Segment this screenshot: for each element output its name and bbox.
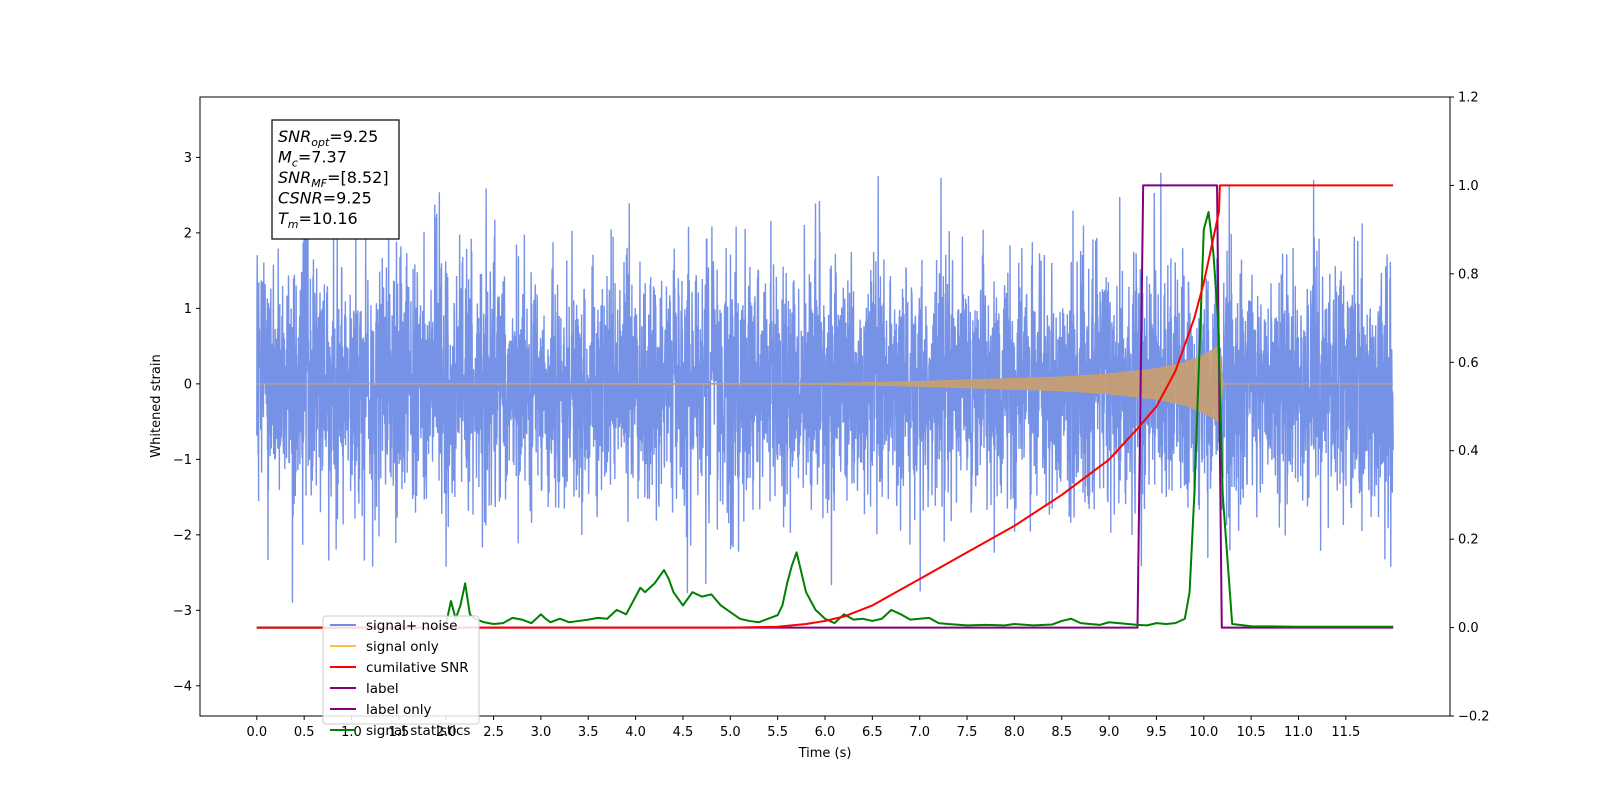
info-box-line: SNRMF=[8.52] bbox=[278, 168, 389, 190]
x-tick-label: 8.5 bbox=[1051, 725, 1072, 740]
series-signal-only bbox=[256, 345, 1394, 423]
x-tick-label: 9.0 bbox=[1099, 725, 1120, 740]
x-tick-label: 1.0 bbox=[341, 725, 362, 740]
x-tick-label: 11.0 bbox=[1284, 725, 1313, 740]
y-tick-label-left: 0 bbox=[184, 377, 192, 392]
info-box-line: Mc=7.37 bbox=[278, 148, 347, 170]
y-axis-left: 3 2 1 0 −1 −2 −3 −4 bbox=[173, 151, 200, 694]
y-tick-label-left: −4 bbox=[173, 679, 192, 694]
series-cumulative-snr bbox=[256, 184, 1394, 629]
x-tick-label: 10.0 bbox=[1189, 725, 1218, 740]
series-layer bbox=[256, 172, 1394, 629]
legend: signal+ noise signal only cumilative SNR la… bbox=[322, 615, 480, 739]
x-tick-label: 3.5 bbox=[578, 725, 599, 740]
legend-label: signal statistics bbox=[366, 723, 470, 739]
info-box: SNRopt=9.25Mc=7.37SNRMF=[8.52]CSNR=9.25T… bbox=[271, 119, 400, 240]
legend-label: signal only bbox=[366, 639, 439, 655]
y-tick-label-right: 0.2 bbox=[1458, 533, 1479, 548]
x-tick-label: 6.5 bbox=[862, 725, 883, 740]
info-box-line: Tm=10.16 bbox=[278, 209, 358, 231]
y-tick-label-left: 3 bbox=[184, 151, 192, 166]
x-tick-label: 4.0 bbox=[625, 725, 646, 740]
legend-label: cumilative SNR bbox=[366, 660, 469, 676]
x-tick-label: 5.5 bbox=[767, 725, 788, 740]
info-box-line: CSNR=9.25 bbox=[278, 189, 372, 208]
y-tick-label-left: −3 bbox=[173, 604, 192, 619]
x-tick-label: 0.5 bbox=[294, 725, 315, 740]
x-tick-label: 2.0 bbox=[436, 725, 457, 740]
y-tick-label-right: 0.8 bbox=[1458, 267, 1479, 282]
x-tick-label: 7.5 bbox=[957, 725, 978, 740]
y-tick-label-left: −1 bbox=[173, 453, 192, 468]
series-signal-statistics bbox=[256, 210, 1394, 629]
series-signal-noise bbox=[256, 172, 1394, 603]
y-tick-label-left: 2 bbox=[184, 226, 192, 241]
y-tick-label-right: −0.2 bbox=[1458, 710, 1490, 725]
x-axis-label: Time (s) bbox=[798, 746, 852, 761]
y-tick-label-right: 1.0 bbox=[1458, 179, 1479, 194]
x-tick-label: 5.0 bbox=[720, 725, 741, 740]
legend-label: signal+ noise bbox=[366, 618, 457, 634]
x-axis: 0.0 0.5 1.0 1.5 2.0 2.5 3.0 3.5 4.0 4.5 5.0 5.5 6.0 6… bbox=[246, 716, 1360, 740]
y-tick-label-right: 0.4 bbox=[1458, 444, 1479, 459]
y-tick-label-right: 0.0 bbox=[1458, 621, 1479, 636]
series-label bbox=[256, 184, 1394, 629]
x-tick-label: 10.5 bbox=[1237, 725, 1266, 740]
x-tick-label: 9.5 bbox=[1146, 725, 1167, 740]
y-tick-label-right: 1.2 bbox=[1458, 91, 1479, 106]
x-tick-label: 8.0 bbox=[1004, 725, 1025, 740]
x-tick-label: 6.0 bbox=[815, 725, 836, 740]
x-tick-label: 0.0 bbox=[246, 725, 267, 740]
y-tick-label-right: 0.6 bbox=[1458, 356, 1479, 371]
info-box-line: SNRopt=9.25 bbox=[278, 127, 378, 149]
y-axis-right: 1.2 1.0 0.8 0.6 0.4 0.2 0.0 −0.2 bbox=[1450, 91, 1490, 725]
legend-label: label bbox=[366, 681, 399, 697]
x-tick-label: 4.5 bbox=[673, 725, 694, 740]
x-tick-label: 3.0 bbox=[531, 725, 552, 740]
x-tick-label: 7.0 bbox=[909, 725, 930, 740]
x-tick-label: 11.5 bbox=[1331, 725, 1360, 740]
x-tick-label: 2.5 bbox=[483, 725, 504, 740]
legend-label: label only bbox=[366, 702, 432, 718]
y-tick-label-left: −2 bbox=[173, 528, 192, 543]
y-tick-label-left: 1 bbox=[184, 302, 192, 317]
x-tick-label: 1.5 bbox=[389, 725, 410, 740]
y-axis-label: Whitened strain bbox=[149, 354, 164, 457]
